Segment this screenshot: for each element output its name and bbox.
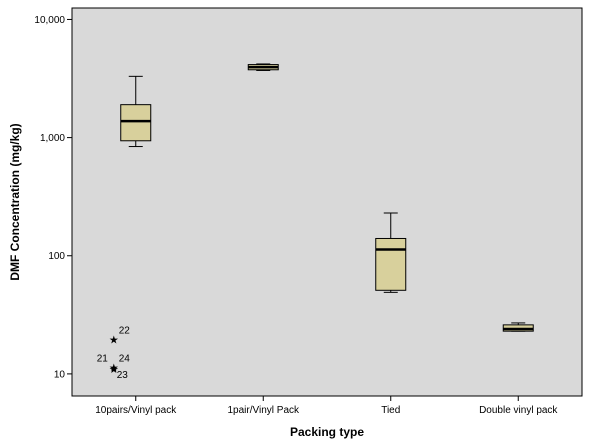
y-tick-label: 10 <box>54 369 66 380</box>
y-axis-title: DMF Concentration (mg/kg) <box>8 123 22 280</box>
outlier-star: ★ <box>109 335 119 347</box>
x-tick-label: Tied <box>381 405 400 416</box>
x-axis-title: Packing type <box>290 425 364 439</box>
box-iqr <box>120 104 152 142</box>
box-plot <box>375 212 407 293</box>
box-plot <box>502 322 534 332</box>
boxes-group <box>120 63 534 332</box>
y-tick-label: 100 <box>48 251 65 262</box>
x-tick-label: 1pair/Vinyl Pack <box>227 405 300 416</box>
outlier-label: 23 <box>117 370 129 381</box>
x-tick-label: 10pairs/Vinyl pack <box>95 405 177 416</box>
outlier-star: ★ <box>109 363 119 375</box>
y-axis: 10 100 1,000 10,000 <box>34 15 72 380</box>
outlier-label: 21 <box>97 354 109 365</box>
box-plot <box>120 75 152 148</box>
y-tick-label: 10,000 <box>34 15 65 26</box>
x-tick-label: Double vinyl pack <box>479 405 558 416</box>
outlier-label: 22 <box>119 326 131 337</box>
box-plot <box>247 63 279 71</box>
box-iqr <box>375 237 407 291</box>
x-axis: 10pairs/Vinyl pack 1pair/Vinyl Pack Tied Do… <box>95 396 558 416</box>
outlier-label: 24 <box>119 354 131 365</box>
outlier-star: ★ <box>109 364 119 376</box>
outliers-group: ★22★21 24★23 <box>97 326 131 381</box>
plot-area <box>71 7 583 397</box>
y-tick-label: 1,000 <box>40 133 65 144</box>
